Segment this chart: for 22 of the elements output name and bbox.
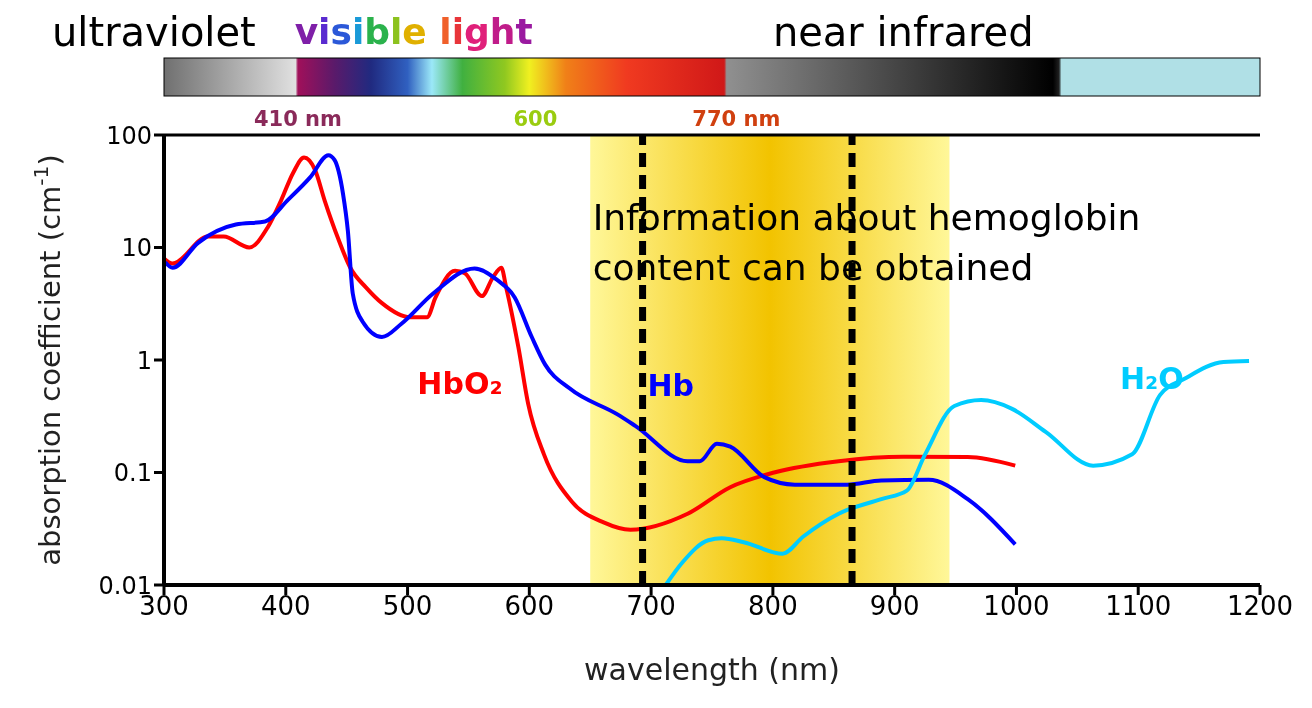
x-tick-label: 500 xyxy=(382,591,433,622)
x-tick-label: 900 xyxy=(869,591,920,622)
text: ultraviolet xyxy=(52,9,256,55)
x-tick-label: 1100 xyxy=(1105,591,1172,622)
x-tick-label: 600 xyxy=(504,591,555,622)
y-tick-label: 100 xyxy=(106,121,152,150)
text: 770 nm xyxy=(692,107,781,131)
y-tick-label: 0.1 xyxy=(113,459,152,488)
y-tick-label: 1 xyxy=(136,346,152,375)
x-tick-label: 700 xyxy=(626,591,676,622)
text: 600 xyxy=(513,107,558,131)
text: visible light xyxy=(294,11,533,52)
y-tick-label: 10 xyxy=(121,234,152,263)
x-tick-label: 400 xyxy=(260,591,311,622)
x-tick-label: 1200 xyxy=(1226,591,1294,622)
x-tick-label: 1000 xyxy=(983,591,1050,622)
x-axis-title: wavelength (nm) xyxy=(584,652,840,687)
text: near infrared xyxy=(772,9,1034,55)
text: 410 nm xyxy=(253,107,342,131)
series-label: Hb xyxy=(647,367,695,403)
x-tick-label: 800 xyxy=(748,591,798,622)
series-label: HbO₂ xyxy=(417,365,503,401)
